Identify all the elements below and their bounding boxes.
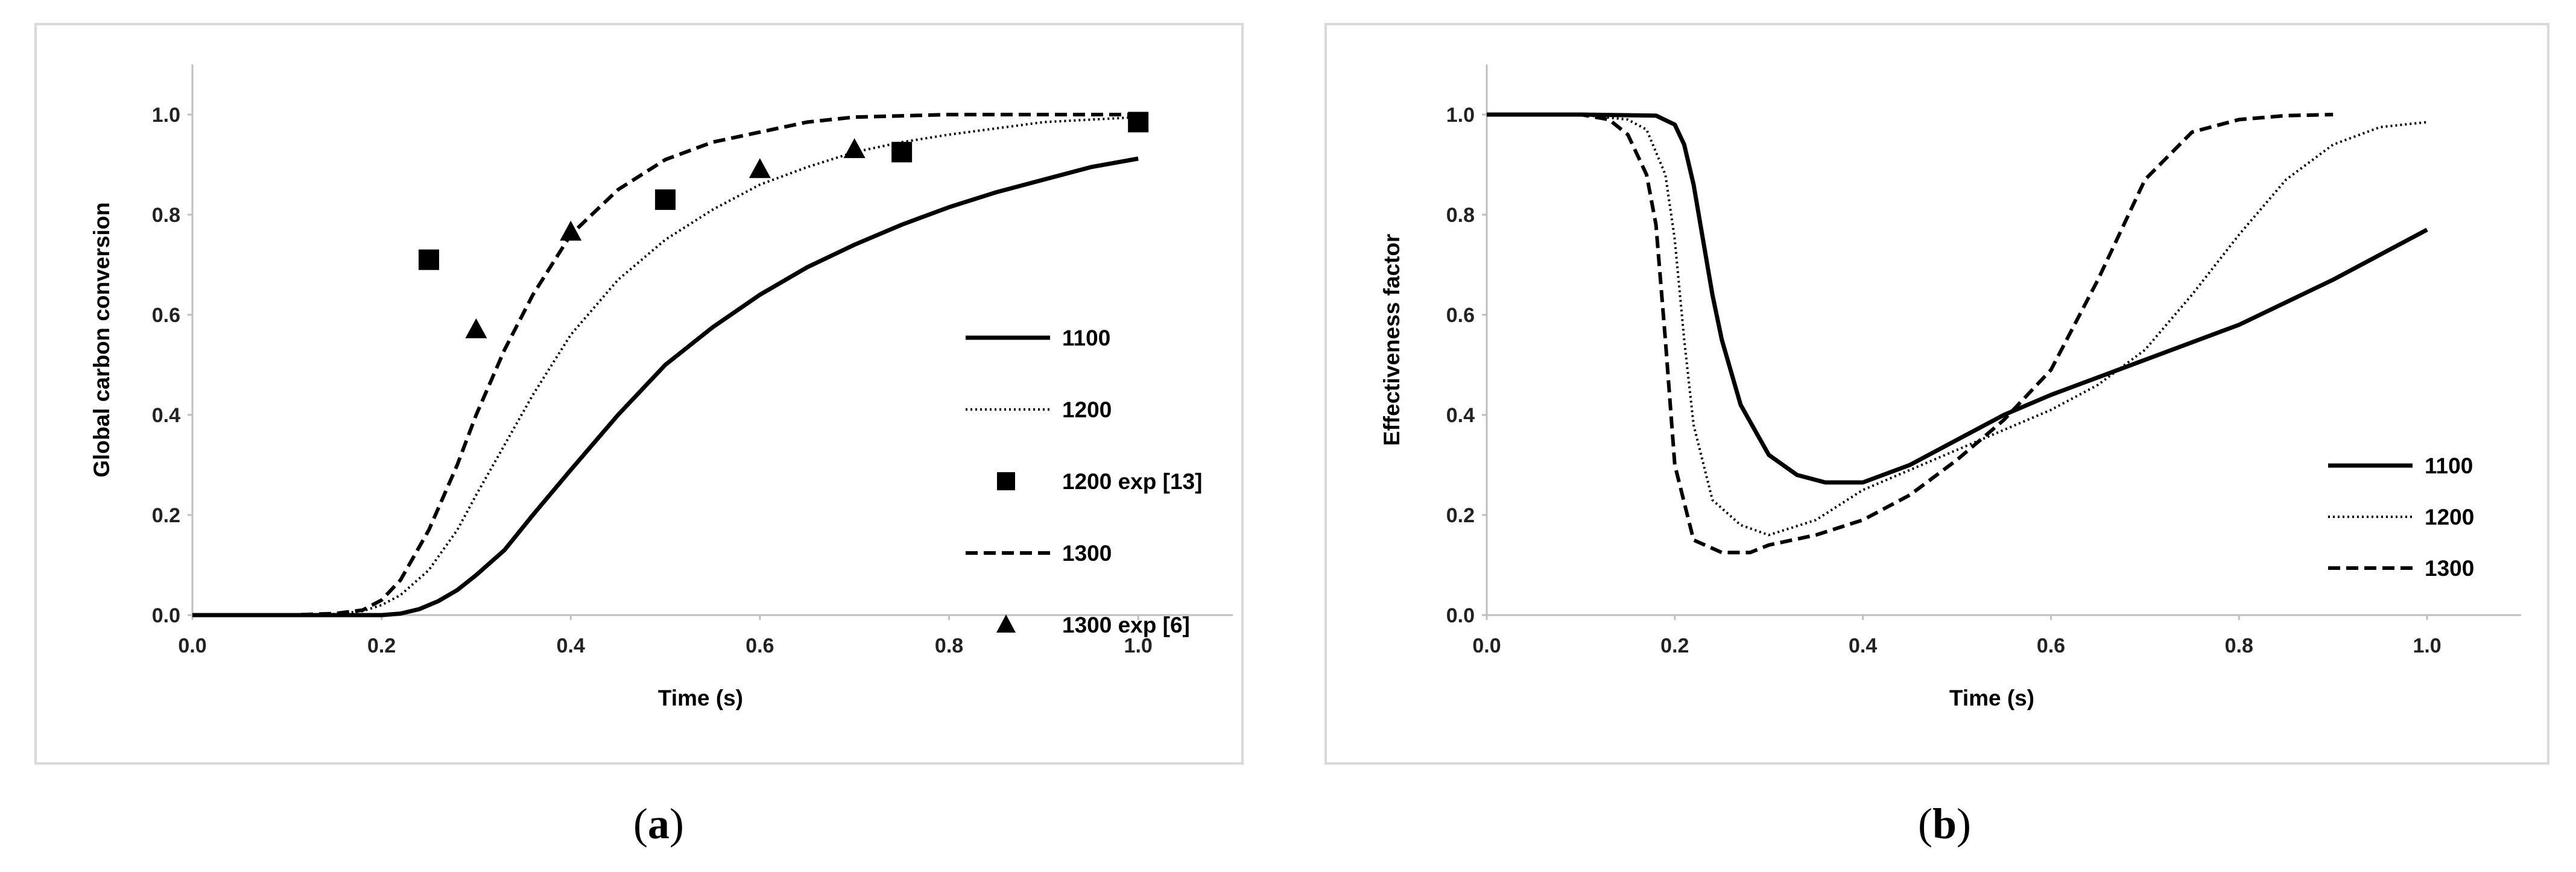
caption-a: (a) [633,800,684,848]
chart-a-x-axis-label: Time (s) [658,686,743,710]
chart-a-series-3-line [192,113,1139,617]
chart-b-x-tick-label: 1.0 [2413,634,2441,657]
chart-a-legend-1-label: 1200 [1062,397,1112,422]
chart-a-legend-0-label: 1100 [1062,326,1110,350]
caption-b: (b) [1917,800,1971,848]
chart-b-x-tick-label: 0.8 [2225,634,2253,657]
chart-a-series-2-point [655,189,676,210]
chart-a-x-tick-label: 0.2 [367,634,396,657]
chart-a-x-tick-label: 0.0 [178,634,206,657]
chart-a-legend-4-marker [996,615,1016,633]
chart-a-x-tick-label: 0.6 [745,634,774,657]
chart-a-x-tick-label: 0.8 [935,634,963,657]
chart-panel-a: 0.0 0.2 0.4 0.6 0.8 1.0 0.0 0.2 0.4 0.6 0.8 1.0 Time… [34,23,1244,765]
chart-b-legend-0-label: 1100 [2425,453,2473,478]
chart-b-y-axis-label: Effectiveness factor [1379,234,1404,446]
chart-b-legend-2-label: 1300 [2425,556,2474,581]
chart-b-x-tick-label: 0.6 [2037,634,2065,657]
chart-b-svg: 0.0 0.2 0.4 0.6 0.8 1.0 0.0 0.2 0.4 0.6 0.8 1.0 Time… [1379,65,2521,710]
chart-a-series-0-line [192,156,1139,618]
chart-a-series-2-point [891,142,913,163]
chart-b-y-tick-label: 0.2 [1446,504,1475,527]
chart-b-y-tick-label: 1.0 [1446,104,1475,127]
chart-a-y-tick-label: 0.8 [152,204,180,227]
chart-b-y-tick-label: 0.8 [1446,204,1475,227]
chart-b-x-tick-label: 0.0 [1472,634,1501,657]
chart-a-series-4-point [465,318,487,338]
chart-a-series-4-point [560,221,582,241]
chart-a-y-tick-label: 0.6 [152,304,180,327]
chart-a-legend-2-marker [997,472,1015,490]
chart-a-y-axis-label: Global carbon conversion [89,202,114,477]
chart-a-legend-3-label: 1300 [1062,541,1112,566]
chart-a-series-4-point [843,138,866,159]
chart-a-svg: 0.0 0.2 0.4 0.6 0.8 1.0 0.0 0.2 0.4 0.6 0.8 1.0 Time… [89,65,1233,710]
chart-b-x-tick-label: 0.4 [1849,634,1877,657]
chart-a-legend-4-label: 1300 exp [6] [1062,613,1190,637]
chart-b-series-0-line [1487,112,2428,485]
chart-a-y-tick-label: 0.0 [152,604,180,627]
chart-b-series-2-line [1487,113,2334,555]
caption-b-letter: b [1932,800,1957,848]
chart-a-y-tick-label: 0.4 [152,404,180,427]
chart-b-y-tick-label: 0.4 [1446,404,1475,427]
chart-a-x-tick-label: 0.4 [557,634,585,657]
chart-b-y-tick-label: 0.6 [1446,304,1475,327]
chart-a-series-4-point [748,158,771,179]
chart-b-x-axis-label: Time (s) [1949,686,2034,710]
chart-a-x-tick-label: 1.0 [1124,634,1153,657]
chart-a-y-tick-label: 0.2 [152,504,180,527]
chart-a-legend-2-label: 1200 exp [13] [1062,469,1202,494]
chart-b-x-tick-label: 0.2 [1660,634,1689,657]
caption-a-letter: a [648,800,669,848]
chart-b-legend-1-label: 1200 [2425,505,2474,529]
chart-a-y-tick-label: 1.0 [152,104,180,127]
chart-a-series-2-point [419,249,440,270]
chart-b-series-1-line [1487,113,2428,537]
chart-b-y-tick-label: 0.0 [1446,604,1475,627]
chart-panel-b: 0.0 0.2 0.4 0.6 0.8 1.0 0.0 0.2 0.4 0.6 0.8 1.0 Time… [1324,23,2549,765]
chart-a-series-1-line [192,116,1139,616]
